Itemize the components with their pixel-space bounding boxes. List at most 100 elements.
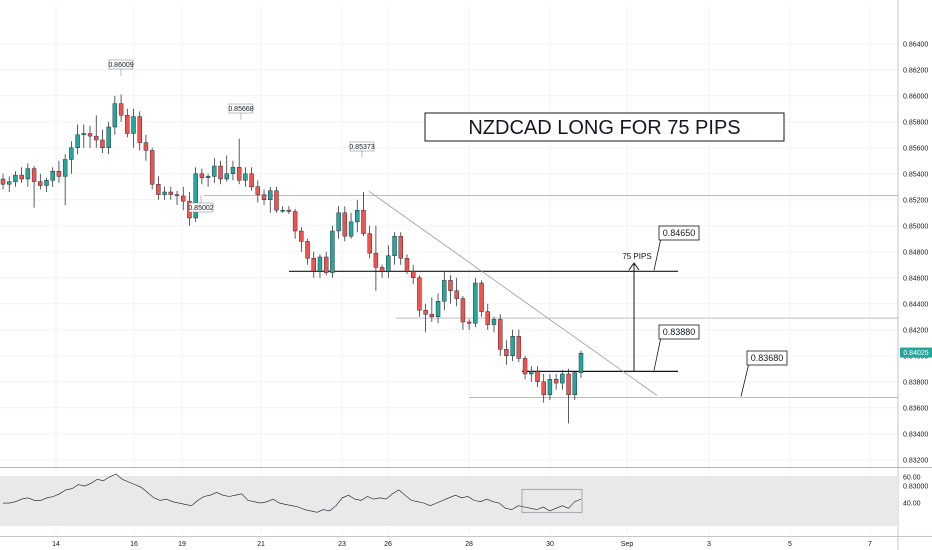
candle-body (181, 195, 186, 202)
candle-body (274, 190, 279, 211)
title-annotation: NZDCAD LONG FOR 75 PIPS (424, 112, 785, 142)
candle-body (323, 256, 329, 273)
candle-body (392, 235, 397, 256)
price-tick-label: 0.85200 (903, 197, 928, 204)
candle-body (373, 252, 379, 268)
drawings (120, 69, 898, 398)
candle-body (305, 241, 310, 259)
candle-body (268, 190, 273, 200)
time-tick-label: 19 (178, 541, 186, 548)
entry-connector (653, 336, 662, 371)
candle-body (510, 336, 515, 356)
price-axis[interactable]: 0.86400 0.86200 0.86000 0.85800 0.85600 0.854… (903, 41, 928, 490)
candle-body (261, 194, 267, 201)
candle-body (479, 282, 484, 312)
rsi-tick-label: 60.00 (903, 474, 921, 481)
rsi-axis: 60.00 40.00 (903, 474, 921, 507)
candle-body (243, 173, 248, 181)
candle-body (547, 379, 553, 396)
candle-body (442, 280, 447, 302)
candle-body (156, 183, 161, 195)
candle-body (491, 319, 497, 325)
candle-body (423, 310, 428, 315)
candle-body (342, 212, 348, 237)
candle-body (361, 209, 366, 234)
time-axis[interactable]: 14 16 19 21 23 26 28 30 Sep 3 5 7 (52, 541, 872, 548)
time-tick-label: 3 (707, 541, 711, 548)
target-price-label: 0.84650 (663, 228, 696, 238)
candle-body (149, 150, 155, 185)
candles (0, 94, 584, 424)
hl-label-1: 0.86009 (108, 59, 134, 70)
time-tick-label: 21 (257, 541, 265, 548)
stop-price-label: 0.83680 (751, 353, 784, 363)
candle-body (336, 212, 341, 232)
candle-body (25, 168, 31, 180)
candle-body (44, 180, 49, 186)
candle-body (249, 173, 254, 188)
price-tick-label: 0.84800 (903, 249, 928, 256)
rsi-band (0, 476, 898, 526)
candle-body (529, 371, 534, 375)
candle-body (566, 373, 571, 395)
candle-body (367, 233, 372, 254)
candle-body (541, 381, 546, 395)
candle-body (31, 168, 37, 182)
pips-label: 75 PIPS (622, 252, 651, 261)
rsi-line (3, 473, 582, 513)
hl-label-text: 0.85668 (228, 106, 253, 113)
price-tick-label: 0.86000 (903, 93, 928, 100)
candle-body (100, 139, 105, 149)
time-tick-label: 7 (868, 541, 872, 548)
candle-body (578, 353, 584, 373)
candle-body (398, 235, 403, 259)
candle-body (429, 314, 435, 318)
candle-body (454, 290, 459, 299)
candle-body (348, 221, 354, 237)
hl-label-text: 0.85002 (188, 205, 213, 212)
price-tick-label: 0.85600 (903, 145, 928, 152)
time-tick-label: 30 (546, 541, 554, 548)
candle-body (224, 173, 229, 180)
candle-body (112, 103, 118, 128)
candle-body (379, 267, 385, 272)
candle-body (94, 135, 99, 141)
hl-label-text: 0.85373 (349, 144, 374, 151)
candle-body (473, 282, 478, 324)
time-tick-label: 14 (52, 541, 60, 548)
time-tick-label: 16 (130, 541, 138, 548)
candle-body (516, 336, 522, 359)
candle-body (404, 258, 410, 272)
candle-body (280, 209, 285, 212)
target-price-tag: 0.84650 (658, 225, 700, 241)
candle-body (236, 167, 242, 181)
entry-price-label: 0.83880 (663, 327, 696, 337)
candle-body (218, 165, 223, 180)
candle-body (125, 115, 130, 134)
price-tick-label: 0.83800 (903, 379, 928, 386)
rsi-highlight-box (521, 488, 583, 513)
candle-body (522, 358, 528, 375)
candle-body (0, 178, 6, 185)
candle-body (410, 271, 416, 278)
candle-body (13, 174, 18, 182)
price-tick-label: 0.86400 (903, 41, 928, 48)
price-tick-label: 0.84600 (903, 275, 928, 282)
candle-body (118, 103, 124, 116)
target-connector (653, 237, 662, 271)
current-price-tag: 0.84025 (900, 347, 932, 358)
candle-body (137, 116, 142, 143)
candle-body (292, 211, 298, 232)
time-tick-label: 23 (338, 541, 346, 548)
title-text: NZDCAD LONG FOR 75 PIPS (468, 117, 740, 139)
candle-body (435, 301, 441, 318)
candle-body (417, 277, 422, 311)
candle-body (553, 379, 559, 384)
candle-body (286, 209, 292, 212)
current-price-text: 0.84025 (903, 350, 928, 357)
candle-body (81, 133, 86, 135)
candle-body (19, 174, 24, 180)
hl-label-4: 0.85002 (188, 202, 214, 213)
candle-body (212, 165, 217, 177)
